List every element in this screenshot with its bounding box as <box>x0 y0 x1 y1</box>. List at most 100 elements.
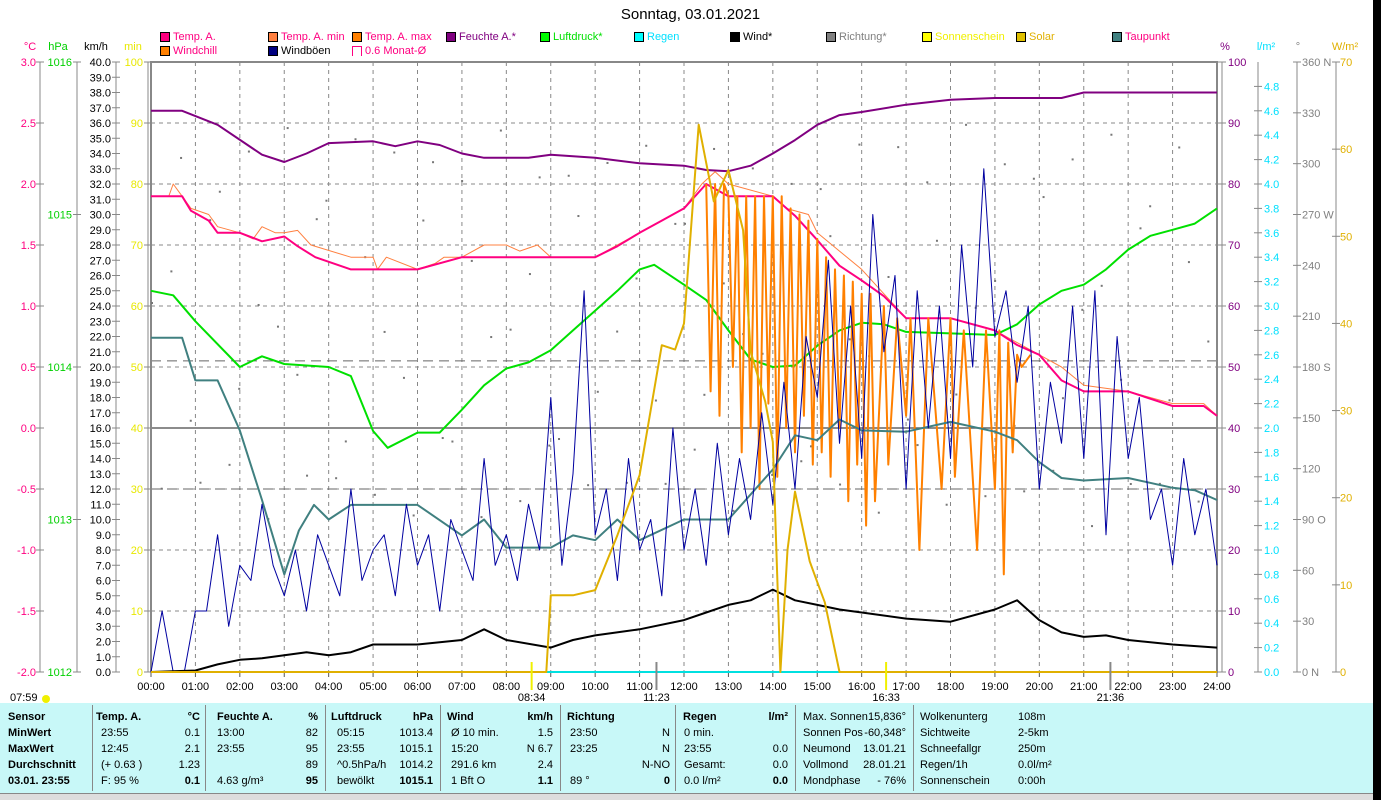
direction-point <box>722 282 725 285</box>
axis-tick-label: 6.0 <box>96 576 111 588</box>
direction-point <box>509 328 512 331</box>
stats-cell: % <box>308 711 318 723</box>
direction-point <box>654 399 657 402</box>
stats-cell: (+ 0.63 ) <box>101 759 143 771</box>
axis-tick-label: 21.0 <box>90 347 111 359</box>
column-divider <box>92 705 93 791</box>
axis-tick-label: 10 <box>131 606 143 618</box>
legend-swatch <box>730 32 740 42</box>
legend-label: Temp. A. <box>173 31 216 43</box>
axis-tick-label: 0.2 <box>1264 643 1279 655</box>
direction-point <box>887 275 890 278</box>
axis-tick-label: -1.5 <box>17 606 36 618</box>
legend-swatch <box>826 32 836 42</box>
direction-point <box>1168 399 1171 402</box>
x-tick-label: 08:00 <box>493 681 521 693</box>
direction-point <box>1071 158 1074 161</box>
direction-point <box>470 259 473 262</box>
direction-point <box>645 144 648 147</box>
x-tick-label: 06:00 <box>404 681 432 693</box>
axis-tick-label: 5.0 <box>96 591 111 603</box>
direction-point <box>1197 500 1200 503</box>
stats-cell: Luftdruck <box>331 711 382 723</box>
axis-tick-label: 0.4 <box>1264 618 1279 630</box>
axis-tick-label: 50 <box>131 362 143 374</box>
direction-point <box>412 514 415 517</box>
stats-cell: Ø 10 min. <box>451 727 499 739</box>
axis-tick-label: 2.0 <box>1264 423 1279 435</box>
direction-point <box>490 336 493 339</box>
direction-point <box>1091 525 1094 528</box>
axis-tick-label: 150 <box>1302 413 1320 425</box>
stats-cell: N <box>662 743 670 755</box>
stats-cell: 0.0l/m² <box>1018 759 1052 771</box>
legend-item: Luftdruck* <box>540 31 603 43</box>
axis-tick-label: 1.0 <box>1264 545 1279 557</box>
stats-cell: MaxWert <box>8 743 54 755</box>
legend-item: Feuchte A.* <box>446 31 516 43</box>
axis-tick-label: 32.0 <box>90 179 111 191</box>
axis-tick-label: 10.0 <box>90 515 111 527</box>
axis-tick-label: 0.5 <box>21 362 36 374</box>
axis-tick-label: 10 <box>1340 580 1352 592</box>
legend-item: Richtung* <box>826 31 887 43</box>
stats-cell: 0:00h <box>1018 775 1046 787</box>
x-tick-label: 24:00 <box>1203 681 1231 693</box>
axis-unit-hpa: hPa <box>48 41 68 53</box>
legend-item: Temp. A. min <box>268 31 345 43</box>
direction-point <box>383 330 386 333</box>
direction-point <box>858 143 861 146</box>
series-wind <box>150 588 1218 673</box>
axis-tick-label: 38.0 <box>90 88 111 100</box>
axis-tick-label: 1012 <box>48 667 72 679</box>
series-feuchte-a- <box>151 91 1217 173</box>
stats-cell: Sonnen Pos <box>803 727 863 739</box>
stats-cell: Gesamt: <box>684 759 726 771</box>
direction-point <box>693 448 696 451</box>
axis-tick-label: 90 <box>131 118 143 130</box>
series-temp-a- <box>151 183 1218 417</box>
x-tick-label: 09:00 <box>537 681 565 693</box>
axis-tick-label: 3.4 <box>1264 252 1279 264</box>
axis-tick-label: 210 <box>1302 311 1320 323</box>
direction-point <box>1187 261 1190 264</box>
axis-tick-label: 100 <box>1228 57 1246 69</box>
stats-cell: 23:50 <box>570 727 598 739</box>
direction-point <box>209 219 212 222</box>
stats-cell: 250m <box>1018 743 1046 755</box>
axis-tick-label: 330 <box>1302 108 1320 120</box>
direction-point <box>228 463 231 466</box>
axis-tick-label: 1.4 <box>1264 496 1279 508</box>
direction-point <box>432 161 435 164</box>
sunrise-time: 07:59 <box>10 692 38 703</box>
direction-point <box>441 437 444 440</box>
stats-cell: l/m² <box>768 711 788 723</box>
x-tick-label: 12:00 <box>670 681 698 693</box>
x-tick-label: 02:00 <box>226 681 254 693</box>
direction-point <box>480 516 483 519</box>
axis-tick-label: 240 <box>1302 260 1320 272</box>
stats-cell: 1015.1 <box>399 775 433 787</box>
legend-label: Regen <box>647 31 680 43</box>
series-luftdruck <box>150 207 1218 449</box>
axis-tick-label: 60 <box>1340 144 1352 156</box>
stats-cell: 89 <box>305 759 318 771</box>
stats-cell: 95 <box>305 743 318 755</box>
direction-point <box>276 325 279 328</box>
axis-tick-label: 3.2 <box>1264 277 1279 289</box>
axis-tick-label: 10 <box>1228 606 1240 618</box>
stats-cell: Durchschnitt <box>8 759 76 771</box>
stats-cell: 108m <box>1018 711 1046 723</box>
direction-point <box>897 146 900 149</box>
legend-label: Luftdruck* <box>553 31 603 43</box>
direction-point <box>606 161 609 164</box>
axis-tick-label: 31.0 <box>90 194 111 206</box>
direction-point <box>461 180 464 183</box>
x-tick-label: 14:00 <box>759 681 787 693</box>
axis-tick-label: 60 <box>1228 301 1240 313</box>
axis-tick-label: 50 <box>1340 231 1352 243</box>
axis-tick-label: 40 <box>1228 423 1240 435</box>
axis-tick-label: 180 S <box>1302 362 1331 374</box>
direction-point <box>1032 177 1035 180</box>
